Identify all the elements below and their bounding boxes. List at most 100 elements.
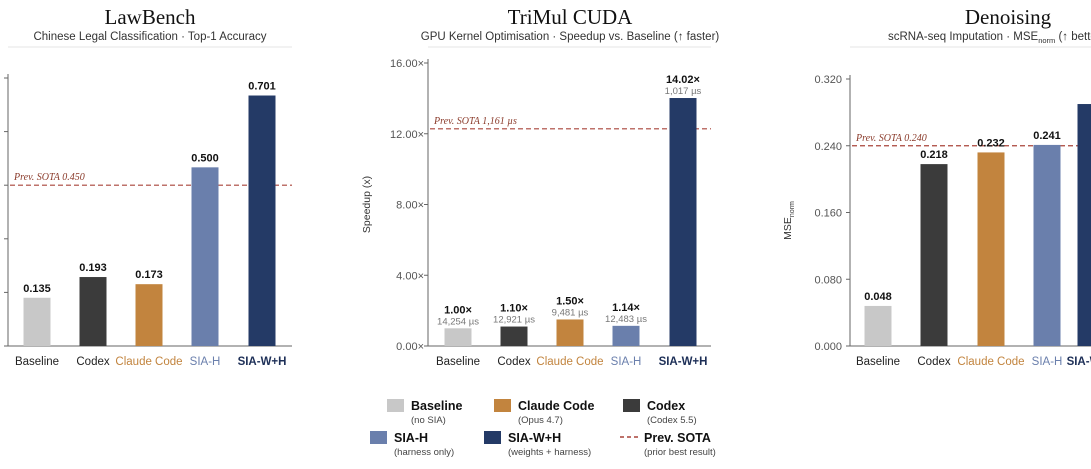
legend-sublabel: (harness only) bbox=[394, 447, 454, 458]
subtitle-subscript: norm bbox=[1038, 36, 1055, 45]
x-tick-label: SIA-H bbox=[1032, 356, 1063, 368]
x-tick-label: SIA-H bbox=[611, 356, 642, 368]
y-axis-label: MSEnorm bbox=[782, 201, 796, 240]
bar-baseline bbox=[24, 298, 51, 346]
x-tick-label: SIA-W+H bbox=[238, 356, 287, 368]
y-tick-label: 0.320 bbox=[814, 74, 842, 86]
bar-siah bbox=[1034, 145, 1061, 346]
prev-sota-label: Prev. SOTA 0.450 bbox=[13, 172, 85, 183]
x-tick-label: Baseline bbox=[15, 356, 59, 368]
bar-claude bbox=[557, 319, 584, 346]
bar-codex bbox=[80, 277, 107, 346]
bar-value-label: 14.02× bbox=[666, 74, 700, 86]
bar-baseline bbox=[445, 328, 472, 346]
legend-swatch bbox=[623, 399, 640, 412]
legend-label: Baseline bbox=[411, 399, 462, 413]
y-tick-label: 16.00× bbox=[390, 58, 424, 70]
bar-value-label: 0.232 bbox=[977, 137, 1005, 149]
panel-title: LawBench bbox=[105, 5, 196, 29]
bar-siawh bbox=[670, 98, 697, 346]
x-tick-label: Claude Code bbox=[536, 356, 603, 368]
legend-item-claude-code: Claude Code (Opus 4.7) bbox=[494, 399, 594, 426]
bar-value-label: 1.00× bbox=[444, 304, 472, 316]
bar-siah bbox=[613, 326, 640, 346]
y-tick-label: 8.00× bbox=[396, 200, 424, 212]
bar-baseline bbox=[865, 306, 892, 346]
bar-siawh bbox=[249, 96, 276, 346]
x-tick-label: Codex bbox=[497, 356, 530, 368]
y-tick-label: 0.080 bbox=[814, 274, 842, 286]
bar-value-label: 0.701 bbox=[248, 81, 276, 93]
x-tick-label: Codex bbox=[76, 356, 109, 368]
legend-sublabel: (Codex 5.5) bbox=[647, 415, 697, 426]
legend-swatch bbox=[370, 431, 387, 444]
legend-swatch bbox=[387, 399, 404, 412]
legend-item-prev-sota: Prev. SOTA(prior best result) bbox=[620, 431, 716, 458]
legend-swatch bbox=[494, 399, 511, 412]
legend-sublabel: (Opus 4.7) bbox=[518, 415, 563, 426]
bar-claude bbox=[978, 152, 1005, 346]
x-tick-label: Baseline bbox=[436, 356, 480, 368]
legend-label: SIA-W+H bbox=[508, 431, 561, 445]
legend-label: Claude Code bbox=[518, 399, 594, 413]
legend-label: Codex bbox=[647, 399, 685, 413]
y-tick-label: 12.00× bbox=[390, 129, 424, 141]
bar-value-label: 0.173 bbox=[135, 269, 163, 281]
panel-subtitle: Chinese Legal Classification · Top-1 Acc… bbox=[33, 31, 266, 43]
bar-siawh bbox=[1078, 104, 1091, 346]
x-tick-label: SIA-W+H bbox=[1067, 356, 1091, 368]
x-tick-label: SIA-W+H bbox=[659, 356, 708, 368]
bar-siah bbox=[192, 167, 219, 346]
panel-subtitle: GPU Kernel Optimisation · Speedup vs. Ba… bbox=[421, 31, 720, 43]
legend: Baseline (no SIA) Claude Code (Opus 4.7) Cod… bbox=[370, 399, 716, 458]
legend-sublabel: (prior best result) bbox=[644, 447, 716, 458]
bar-codex bbox=[501, 327, 528, 346]
x-tick-label: Baseline bbox=[856, 356, 900, 368]
ylabel-main: MSE bbox=[782, 217, 794, 240]
y-axis-label: Speedup (x) bbox=[361, 176, 373, 233]
bar-value-label: 1.10× bbox=[500, 303, 528, 315]
bar-value-label: 0.500 bbox=[191, 152, 219, 164]
legend-sublabel: (no SIA) bbox=[411, 415, 446, 426]
x-tick-label: Codex bbox=[917, 356, 950, 368]
bar-sub-label: 12,921 µs bbox=[493, 315, 535, 326]
panel-title: TriMul CUDA bbox=[508, 5, 634, 29]
y-tick-label: 0.240 bbox=[814, 141, 842, 153]
panel-1: LawBench Chinese Legal Classification · T… bbox=[4, 5, 292, 368]
panel-2: TriMul CUDA GPU Kernel Optimisation · Spe… bbox=[361, 5, 719, 368]
panel-title: Denoising bbox=[965, 5, 1052, 29]
bar-value-label: 0.135 bbox=[23, 283, 51, 295]
legend-item-codex: Codex (Codex 5.5) bbox=[623, 399, 697, 426]
y-tick-label: 0.160 bbox=[814, 208, 842, 220]
subtitle-main: scRNA-seq Imputation · MSE bbox=[888, 31, 1039, 43]
bar-value-label: 1.50× bbox=[556, 295, 584, 307]
x-tick-label: SIA-H bbox=[190, 356, 221, 368]
bar-sub-label: 12,483 µs bbox=[605, 314, 647, 325]
ylabel-subscript: norm bbox=[789, 201, 796, 217]
legend-item-sia-w-h: SIA-W+H (weights + harness) bbox=[484, 431, 591, 458]
legend-item-sia-h: SIA-H (harness only) bbox=[370, 431, 454, 458]
legend-label: SIA-H bbox=[394, 431, 428, 445]
bar-value-label: 0.048 bbox=[864, 291, 892, 303]
legend-sublabel: (weights + harness) bbox=[508, 447, 591, 458]
bar-value-label: 1.14× bbox=[612, 302, 640, 314]
legend-item-baseline: Baseline (no SIA) bbox=[387, 399, 462, 426]
bar-sub-label: 14,254 µs bbox=[437, 316, 479, 327]
y-tick-label: 0.00× bbox=[396, 341, 424, 353]
bar-codex bbox=[921, 164, 948, 346]
prev-sota-label: Prev. SOTA 1,161 µs bbox=[433, 116, 517, 127]
bar-sub-label: 1,017 µs bbox=[665, 86, 702, 97]
bar-sub-label: 9,481 µs bbox=[552, 307, 589, 318]
subtitle-tail: (↑ better bbox=[1055, 31, 1091, 43]
y-tick-label: 4.00× bbox=[396, 270, 424, 282]
prev-sota-label: Prev. SOTA 0.240 bbox=[855, 133, 927, 144]
bar-value-label: 0.218 bbox=[920, 149, 948, 161]
x-tick-label: Claude Code bbox=[115, 356, 182, 368]
y-tick-label: 0.000 bbox=[814, 341, 842, 353]
panel-subtitle: scRNA-seq Imputation · MSEnorm (↑ better bbox=[888, 31, 1091, 45]
legend-swatch bbox=[484, 431, 501, 444]
bar-value-label: 0.241 bbox=[1033, 130, 1061, 142]
bar-claude bbox=[136, 284, 163, 346]
